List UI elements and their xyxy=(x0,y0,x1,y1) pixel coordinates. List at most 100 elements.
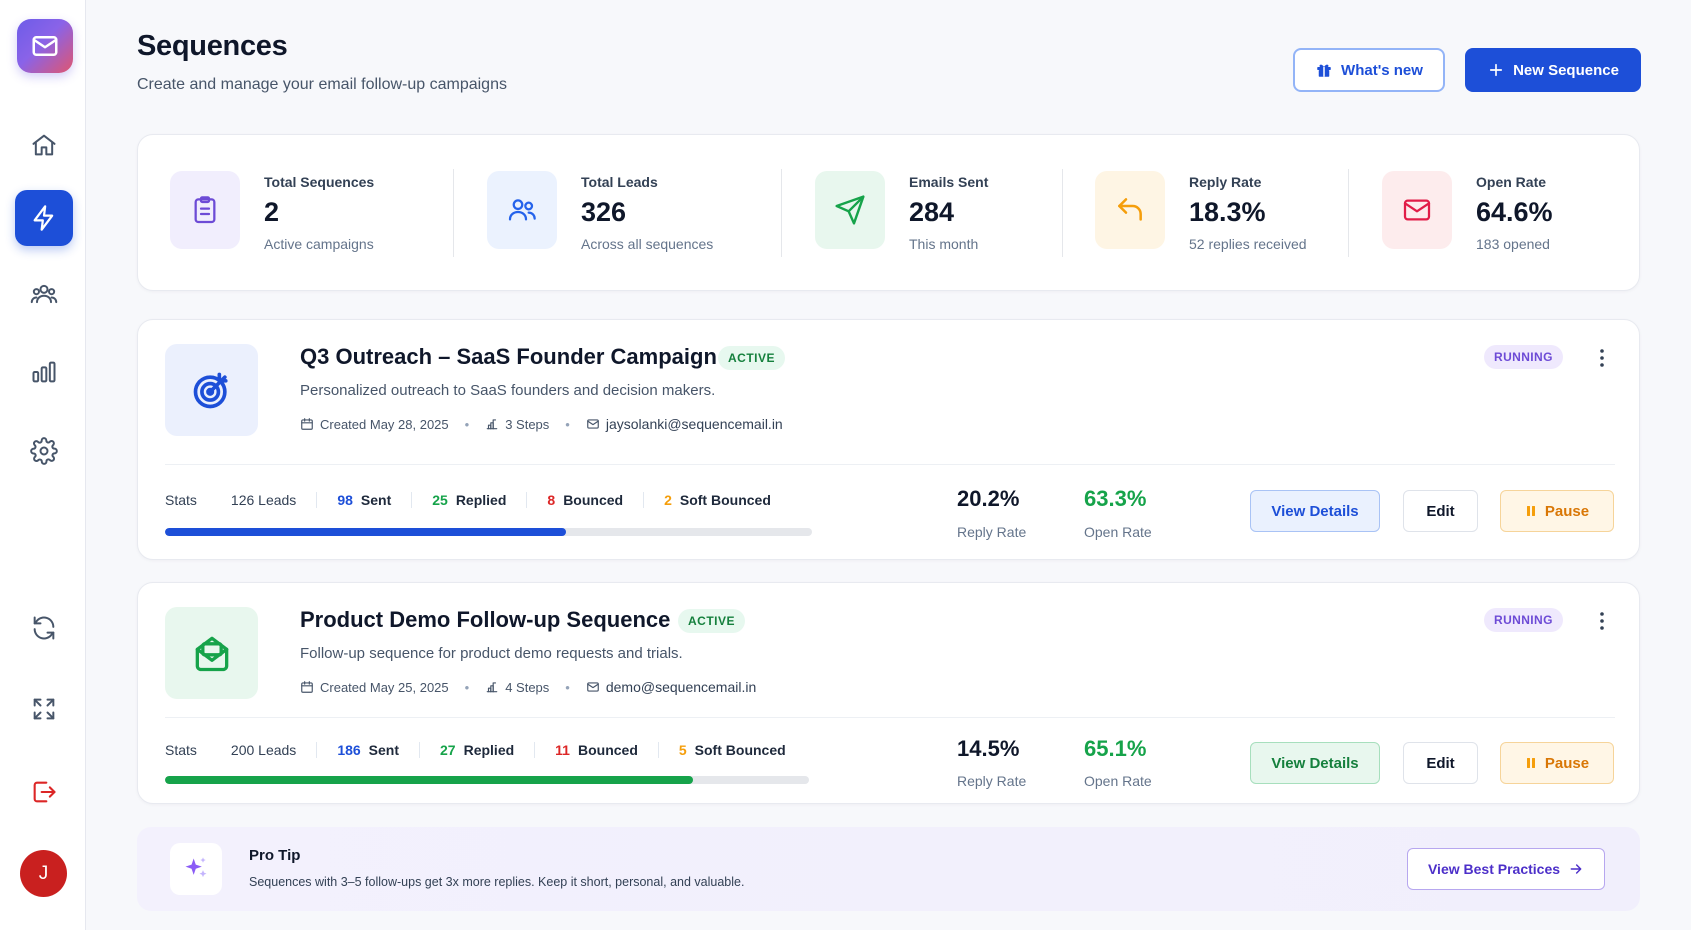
sequence-icon-box xyxy=(165,607,258,699)
bounced-stat: 8 Bounced xyxy=(547,492,623,508)
open-rate-label: Open Rate xyxy=(1084,773,1152,789)
reply-icon xyxy=(1118,198,1142,221)
sparkles-icon xyxy=(185,857,207,878)
sequence-card: Product Demo Follow-up Sequence ACTIVE R… xyxy=(137,582,1640,804)
stats-card: Total Sequences 2 Active campaigns Total… xyxy=(137,134,1640,291)
sidebar-item-expand[interactable] xyxy=(15,681,73,737)
stat-label: Total Sequences xyxy=(264,174,375,190)
email-label: demo@sequencemail.in xyxy=(605,679,757,695)
reply-rate-value: 14.5% xyxy=(957,736,1020,761)
sidebar-item-settings[interactable] xyxy=(15,423,73,479)
meta-dot: • xyxy=(565,679,570,695)
pause-button[interactable]: Pause xyxy=(1500,742,1614,784)
sidebar-item-sequences[interactable] xyxy=(15,190,73,246)
kebab-icon xyxy=(1600,349,1604,367)
best-practices-label: View Best Practices xyxy=(1427,861,1561,877)
send-icon xyxy=(835,195,865,225)
stat-sub: This month xyxy=(909,236,979,252)
email-label: jaysolanki@sequencemail.in xyxy=(605,416,783,432)
stat-icon-box xyxy=(815,171,885,249)
stat-label: Reply Rate xyxy=(1189,174,1262,190)
stats-label: Stats xyxy=(165,742,197,758)
more-options-button[interactable] xyxy=(1592,346,1612,370)
pause-icon xyxy=(1526,758,1535,768)
edit-button[interactable]: Edit xyxy=(1403,742,1478,784)
open-rate-value: 65.1% xyxy=(1084,736,1147,761)
target-icon xyxy=(193,372,228,409)
whats-new-button[interactable]: What's new xyxy=(1293,48,1445,92)
steps-label: 3 Steps xyxy=(505,416,550,432)
stat-sep xyxy=(419,742,421,758)
divider xyxy=(165,464,1615,465)
replied-stat: 25 Replied xyxy=(432,492,506,508)
sequence-description: Follow-up sequence for product demo requ… xyxy=(300,645,683,662)
leads-stat: 200 Leads xyxy=(231,742,296,758)
gift-icon xyxy=(1317,64,1331,77)
mail-icon xyxy=(587,419,599,429)
stat-divider xyxy=(1062,169,1063,257)
sidebar-item-logout[interactable] xyxy=(15,764,73,820)
stat-total-leads: Total Leads 326 Across all sequences xyxy=(487,171,767,252)
sender-email: demo@sequencemail.in xyxy=(586,679,756,695)
calendar-icon xyxy=(301,418,313,430)
kebab-icon xyxy=(1600,612,1604,630)
mail-open-icon xyxy=(195,636,228,672)
lightning-icon xyxy=(33,205,54,231)
sidebar: J xyxy=(0,0,86,930)
soft-bounced-number: 2 xyxy=(664,492,672,508)
stat-sep xyxy=(316,492,318,508)
leads-label: 126 Leads xyxy=(230,492,297,508)
tip-icon-box xyxy=(170,843,222,895)
bounced-number: 8 xyxy=(547,492,556,508)
new-sequence-button[interactable]: New Sequence xyxy=(1465,48,1641,92)
stat-sep xyxy=(534,742,536,758)
progress-bar xyxy=(165,528,812,536)
mail-icon xyxy=(587,682,599,692)
app-logo[interactable] xyxy=(17,19,73,73)
soft-bounced-stat: 5 Soft Bounced xyxy=(679,742,786,758)
reply-rate-value: 20.2% xyxy=(957,486,1020,511)
stat-value: 18.3% xyxy=(1189,197,1266,227)
view-details-button[interactable]: View Details xyxy=(1250,742,1380,784)
stat-divider xyxy=(781,169,782,257)
pause-button[interactable]: Pause xyxy=(1500,490,1614,532)
sidebar-item-leads[interactable] xyxy=(15,266,73,322)
stat-sep xyxy=(316,742,318,758)
sequence-title[interactable]: Q3 Outreach – SaaS Founder Campaign xyxy=(300,344,717,369)
open-rate-label: Open Rate xyxy=(1084,524,1152,540)
sidebar-item-sync[interactable] xyxy=(15,600,73,656)
bounced-stat: 11 Bounced xyxy=(555,742,638,758)
sidebar-item-analytics[interactable] xyxy=(15,344,73,400)
reply-rate-label: Reply Rate xyxy=(957,773,1027,789)
avatar[interactable]: J xyxy=(20,850,67,897)
view-details-button[interactable]: View Details xyxy=(1250,490,1380,532)
running-badge: RUNNING xyxy=(1484,608,1563,632)
stat-sep xyxy=(657,742,659,758)
leads-label: 200 Leads xyxy=(230,742,297,758)
edit-button[interactable]: Edit xyxy=(1403,490,1478,532)
soft-bounced-label: Soft Bounced xyxy=(694,742,786,758)
sidebar-item-home[interactable] xyxy=(15,117,73,173)
pause-icon xyxy=(1526,506,1535,516)
progress-fill xyxy=(165,776,694,784)
sequence-meta: Created May 28, 2025 • 3 Steps • jaysola… xyxy=(300,416,783,432)
stat-value: 2 xyxy=(264,197,280,227)
stat-label: Open Rate xyxy=(1476,174,1547,190)
more-options-button[interactable] xyxy=(1592,609,1612,633)
sequence-title[interactable]: Product Demo Follow-up Sequence xyxy=(300,607,671,632)
view-best-practices-button[interactable]: View Best Practices xyxy=(1407,848,1605,890)
replied-number: 27 xyxy=(440,742,456,758)
gear-icon xyxy=(30,437,58,465)
sent-stat: 98 Sent xyxy=(337,492,391,508)
sequence-card: Q3 Outreach – SaaS Founder Campaign ACTI… xyxy=(137,319,1640,560)
stat-label: Emails Sent xyxy=(909,174,989,190)
tip-title: Pro Tip xyxy=(249,847,301,864)
page-title: Sequences xyxy=(137,30,288,62)
replied-stat: 27 Replied xyxy=(440,742,514,758)
created-label: Created May 28, 2025 xyxy=(320,416,449,432)
logout-icon xyxy=(33,781,56,803)
stat-value: 284 xyxy=(909,197,955,227)
whats-new-label: What's new xyxy=(1341,61,1423,79)
sent-label: Sent xyxy=(368,742,400,758)
stat-total-sequences: Total Sequences 2 Active campaigns xyxy=(170,171,430,252)
